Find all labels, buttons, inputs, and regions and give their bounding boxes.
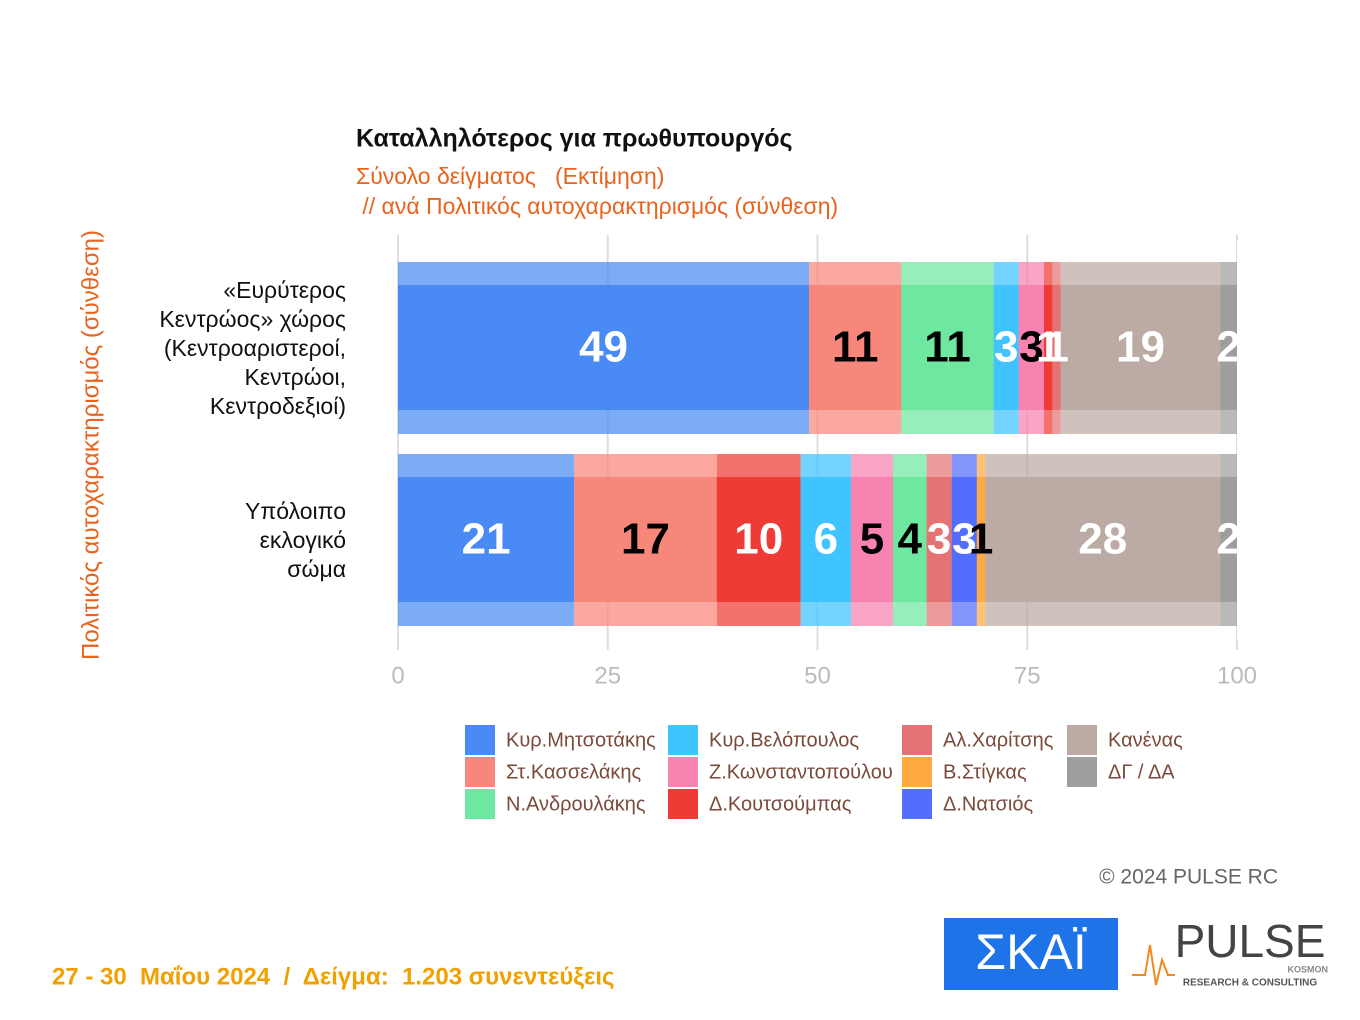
copyright: © 2024 PULSE RC [1099, 866, 1278, 889]
x-tick-label: 100 [1217, 662, 1257, 689]
legend-label: Δ.Νατσιός [943, 793, 1033, 815]
bars [398, 262, 1237, 626]
legend-swatch [465, 789, 495, 819]
legend-swatch [465, 725, 495, 755]
value-label: 1 [1044, 323, 1068, 372]
legend-swatch [465, 757, 495, 787]
value-label: 2 [1216, 323, 1240, 372]
legend-swatch [668, 789, 698, 819]
y-tick-label: Υπόλοιπο εκλογικό σώμα [245, 497, 346, 582]
bar [1220, 285, 1237, 410]
bar [716, 477, 801, 602]
footer-date: 27 - 30 Μαΐου 2024 / Δείγμα: 1.203 συνεν… [52, 963, 615, 990]
pulse-logo-tagline: RESEARCH & CONSULTING [1183, 978, 1317, 989]
legend-label: Ζ.Κωνσταντοπούλου [709, 761, 893, 783]
legend-swatch [902, 757, 932, 787]
bar [800, 477, 852, 602]
value-label: 1 [1036, 323, 1060, 372]
bar [985, 477, 1221, 602]
value-label: 17 [621, 515, 670, 564]
value-label: 10 [734, 515, 783, 564]
pulse-logo: PULSE [1175, 915, 1326, 967]
value-label: 28 [1078, 515, 1127, 564]
legend-label: Κυρ.Βελόπουλος [709, 729, 859, 751]
bar [398, 477, 575, 602]
value-label: 21 [462, 515, 511, 564]
bar [1060, 285, 1221, 410]
bar [809, 285, 902, 410]
value-label: 1 [969, 515, 993, 564]
legend-swatch [1067, 757, 1097, 787]
value-label: 3 [994, 323, 1018, 372]
clip-edge [1237, 240, 1257, 640]
bar [851, 477, 894, 602]
x-tick-label: 0 [391, 662, 404, 689]
legend-label: ΔΓ / ΔΑ [1108, 761, 1175, 783]
value-label: 3 [927, 515, 951, 564]
bar [574, 477, 717, 602]
legend-label: Δ.Κουτσούμπας [709, 793, 852, 815]
value-label: 11 [924, 323, 971, 372]
legend-label: Στ.Κασσελάκης [506, 761, 642, 783]
legend-label: Κανένας [1108, 729, 1183, 751]
skai-logo-bg [944, 918, 1118, 990]
bar [1044, 285, 1053, 410]
bar [398, 285, 810, 410]
value-label: 4 [898, 515, 923, 564]
bar [993, 285, 1019, 410]
value-label: 3 [1019, 323, 1043, 372]
value-label: 2 [1216, 515, 1240, 564]
x-tick-label: 75 [1014, 662, 1041, 689]
legend-label: Β.Στίγκας [943, 761, 1027, 783]
skai-logo: ΣΚΑΪ [975, 924, 1087, 980]
value-label: 49 [579, 323, 628, 372]
bar [893, 477, 927, 602]
x-tick-label: 25 [594, 662, 621, 689]
value-label: 11 [832, 323, 879, 372]
legend-swatch [902, 789, 932, 819]
bar [1220, 477, 1237, 602]
legend-swatch [1067, 725, 1097, 755]
y-axis-title: Πολιτικός αυτοχαρακτηρισμός (σύνθεση) [77, 230, 104, 660]
legend-swatch [902, 725, 932, 755]
bar [901, 285, 994, 410]
bar [1018, 285, 1045, 410]
legend-label: Κυρ.Μητσοτάκης [506, 729, 656, 751]
pulse-logo-wave [1132, 944, 1175, 986]
chart-title: Καταλληλότερος για πρωθυπουργός [356, 125, 793, 153]
value-label: 6 [814, 515, 838, 564]
x-tick-label: 50 [804, 662, 831, 689]
bar [1052, 285, 1061, 410]
value-label: 19 [1116, 323, 1165, 372]
value-label: 5 [860, 515, 884, 564]
legend-label: Ν.Ανδρουλάκης [506, 793, 646, 815]
pulse-logo-sub: KOSMON [1288, 964, 1329, 974]
legend-swatch [668, 757, 698, 787]
value-label: 3 [952, 515, 976, 564]
legend-label: Αλ.Χαρίτσης [943, 729, 1054, 751]
chart-subtitle: // ανά Πολιτικός αυτοχαρακτηρισμός (σύνθ… [356, 193, 838, 219]
chart-subtitle: Σύνολο δείγματος (Εκτίμηση) [356, 163, 664, 189]
legend-swatch [668, 725, 698, 755]
bar [976, 477, 986, 602]
bar [926, 477, 952, 602]
y-tick-label: «Ευρύτερος Κεντρώος» χώρος (Κεντροαριστε… [159, 276, 346, 419]
bar [951, 477, 977, 602]
